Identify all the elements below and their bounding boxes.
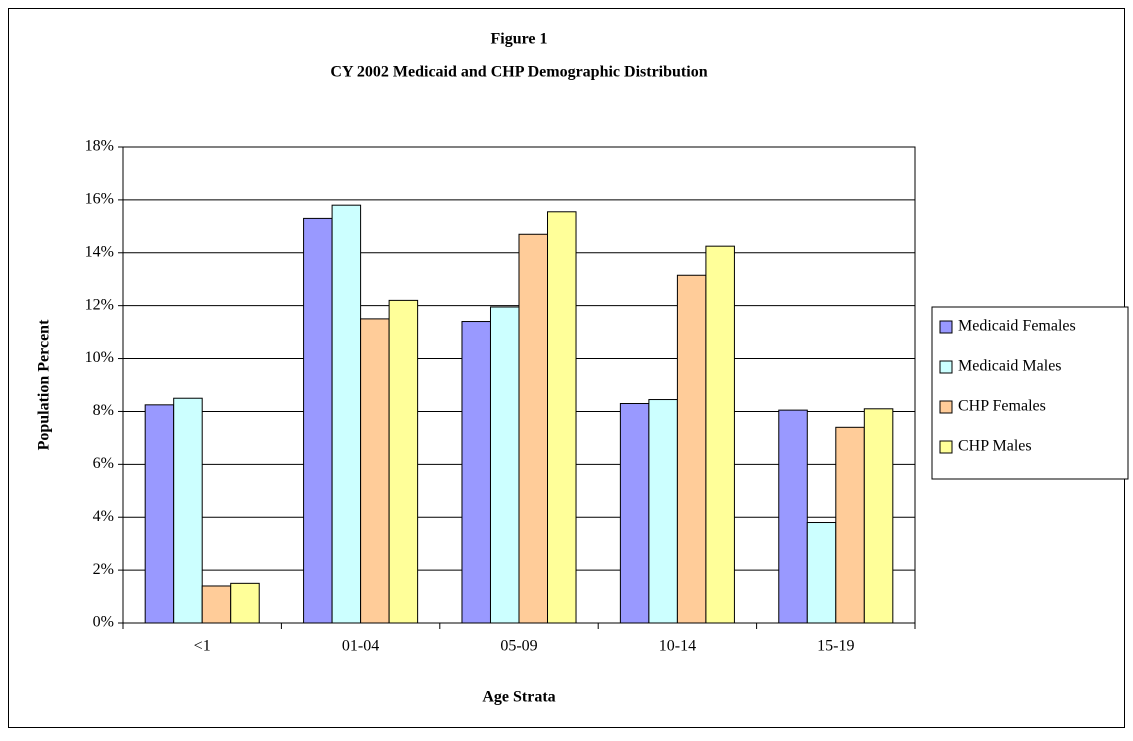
chart-title: Figure 1 xyxy=(490,31,547,48)
y-tick-label: 12% xyxy=(85,296,114,313)
bar xyxy=(489,306,520,624)
y-tick-label: 2% xyxy=(93,561,114,578)
legend-swatch xyxy=(939,360,953,374)
bar xyxy=(303,217,333,624)
bar xyxy=(518,233,549,624)
legend-label: Medicaid Females xyxy=(958,318,1076,335)
legend-label: CHP Males xyxy=(958,438,1032,455)
x-tick-label: 01-04 xyxy=(342,638,379,655)
y-tick-label: 4% xyxy=(93,508,114,525)
bar xyxy=(863,408,894,624)
y-tick-label: 16% xyxy=(85,191,114,208)
y-tick-label: 10% xyxy=(85,349,114,366)
y-tick-label: 0% xyxy=(93,614,114,631)
x-tick-label: <1 xyxy=(194,638,211,655)
x-tick-label: 10-14 xyxy=(659,638,696,655)
bar xyxy=(201,585,232,624)
bar xyxy=(778,409,808,624)
bar xyxy=(360,318,390,624)
y-axis-label: Population Percent xyxy=(36,319,53,450)
y-tick-label: 14% xyxy=(85,243,114,260)
bar xyxy=(705,245,735,624)
bar xyxy=(388,299,419,624)
x-tick-label: 15-19 xyxy=(817,638,854,655)
legend-swatch xyxy=(939,400,953,414)
legend-label: Medicaid Males xyxy=(958,358,1062,375)
y-tick-label: 18% xyxy=(85,138,114,155)
bar xyxy=(173,397,203,624)
bar xyxy=(547,211,577,624)
bar xyxy=(676,274,707,624)
plot-border xyxy=(122,146,916,624)
y-tick-label: 6% xyxy=(93,455,114,472)
bar xyxy=(144,404,175,624)
legend-swatch xyxy=(939,320,953,334)
bar xyxy=(806,522,837,624)
legend-label: CHP Females xyxy=(958,398,1046,415)
bar xyxy=(230,582,260,624)
x-axis-label: Age Strata xyxy=(482,689,555,706)
bar xyxy=(331,204,362,624)
bar xyxy=(648,399,678,624)
chart-subtitle: CY 2002 Medicaid and CHP Demographic Dis… xyxy=(330,64,707,81)
x-tick-label: 05-09 xyxy=(500,638,537,655)
bar xyxy=(619,403,650,624)
bar xyxy=(835,426,865,624)
y-tick-label: 8% xyxy=(93,402,114,419)
bar xyxy=(461,321,491,624)
legend-box xyxy=(931,306,1129,480)
legend-swatch xyxy=(939,440,953,454)
